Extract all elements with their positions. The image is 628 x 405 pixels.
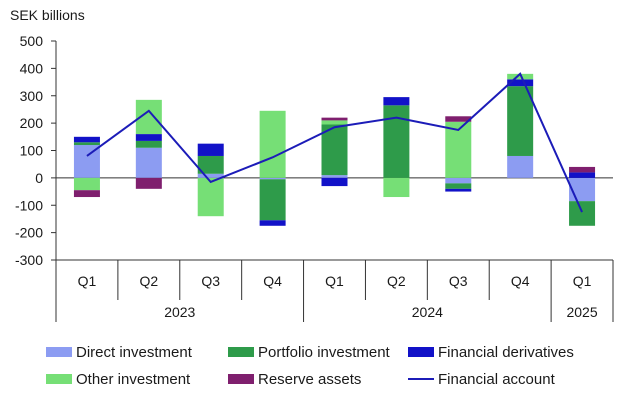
bar-segment (569, 166, 596, 173)
bar-segment (135, 134, 162, 141)
bar-segment (135, 140, 162, 148)
legend-swatch (228, 347, 254, 357)
bar-segment (197, 177, 224, 217)
legend: Direct investment Portfolio investment Fin… (46, 344, 574, 388)
bar-segment (259, 220, 286, 226)
y-tick-label: 400 (20, 60, 44, 76)
bar-segment (507, 79, 534, 87)
bar-segment (569, 172, 596, 178)
legend-label: Financial account (438, 371, 556, 388)
x-tick-label: Q3 (449, 273, 468, 289)
y-tick-label: -200 (15, 225, 43, 241)
bar-segment (321, 117, 348, 121)
bar-segment (507, 86, 534, 156)
bars (73, 73, 596, 226)
bar-segment (321, 124, 348, 176)
bar-segment (445, 188, 472, 192)
legend-swatch (408, 347, 434, 357)
bar-segment (135, 177, 162, 189)
legend-label: Financial derivatives (438, 344, 574, 361)
bar-segment (197, 173, 224, 178)
bar-segment (259, 177, 286, 180)
bar-segment (321, 175, 348, 178)
bar-segment (383, 177, 410, 198)
legend-label: Portfolio investment (258, 344, 391, 361)
unit-label: SEK billions (10, 7, 85, 23)
legend-swatch (46, 347, 72, 357)
bar-segment (197, 143, 224, 156)
bar-segment (507, 73, 534, 80)
bar-segment (73, 142, 100, 146)
bar-segment (259, 110, 286, 178)
bar-segment (259, 179, 286, 221)
bar-segment (73, 177, 100, 191)
x-tick-label: Q2 (387, 273, 406, 289)
bar-segment (73, 136, 100, 143)
line-layer (86, 72, 583, 213)
x-tick-label: Q1 (325, 273, 344, 289)
bar-segment (321, 177, 348, 187)
financial-account-line (86, 72, 583, 213)
year-label: 2025 (566, 304, 597, 320)
bar-segment (321, 120, 348, 125)
bar-segment (569, 201, 596, 226)
bar-segment (507, 155, 534, 178)
bar-segment (445, 177, 472, 184)
y-tick-label: 300 (20, 88, 44, 104)
y-tick-label: 100 (20, 143, 44, 159)
y-tick-label: 0 (35, 170, 43, 186)
bar-segment (445, 121, 472, 178)
y-tick-label: -100 (15, 197, 43, 213)
legend-label: Reserve assets (258, 371, 361, 388)
bar-segment (383, 105, 410, 178)
x-tick-label: Q4 (263, 273, 282, 289)
bar-segment (197, 155, 224, 174)
bar-segment (383, 97, 410, 106)
x-tick-label: Q2 (139, 273, 158, 289)
y-tick-label: 500 (20, 33, 44, 49)
y-tick-label: -300 (15, 252, 43, 268)
x-tick-label: Q3 (201, 273, 220, 289)
legend-swatch (228, 374, 254, 384)
legend-label: Other investment (76, 371, 191, 388)
legend-swatch (46, 374, 72, 384)
x-tick-label: Q1 (573, 273, 592, 289)
x-tick-label: Q4 (511, 273, 530, 289)
y-tick-label: 200 (20, 115, 44, 131)
bar-segment (445, 183, 472, 189)
bar-segment (135, 147, 162, 178)
year-label: 2024 (412, 304, 443, 320)
bar-segment (73, 190, 100, 198)
year-label: 2023 (164, 304, 195, 320)
x-tick-label: Q1 (78, 273, 97, 289)
legend-label: Direct investment (76, 344, 193, 361)
x-axis: Q1 Q2 Q3 Q4 Q1 Q2 Q3 Q4 Q1 2023 2024 2025 (55, 259, 614, 322)
bar-segment (445, 116, 472, 122)
